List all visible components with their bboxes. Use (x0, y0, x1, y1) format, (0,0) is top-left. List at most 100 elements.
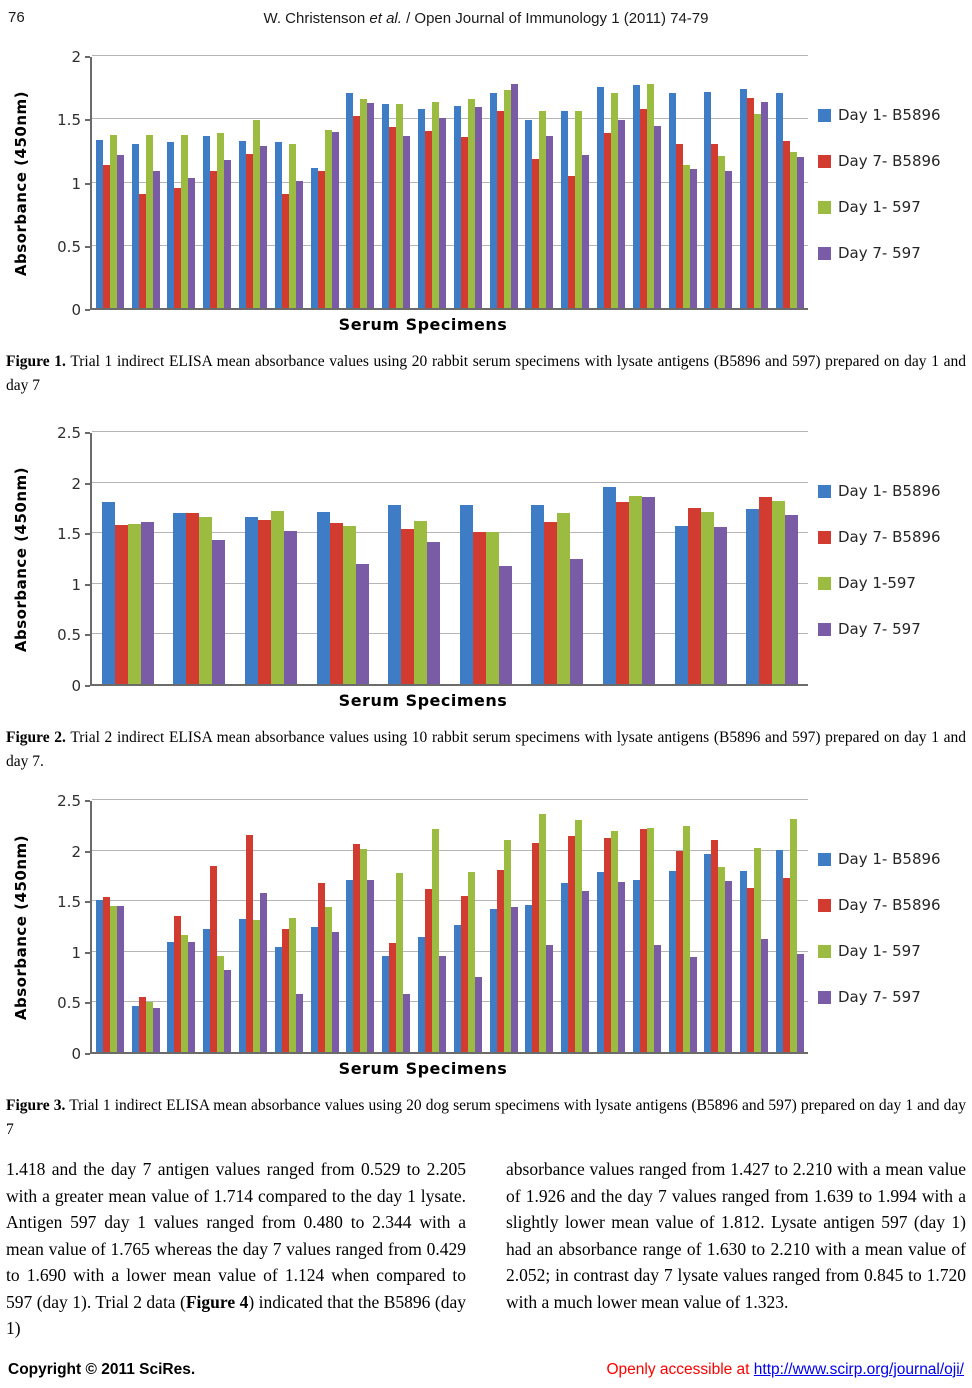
bar (186, 513, 200, 684)
body-left-pre: 1.418 and the day 7 antigen values range… (6, 1159, 466, 1312)
bar (217, 956, 225, 1052)
figure1-plot-col: 0 0.5 1 1.5 2 Serum Specimens (38, 44, 808, 334)
bar (439, 118, 447, 308)
figure2-x-axis-title: Serum Specimens (338, 691, 508, 710)
bar (188, 942, 196, 1052)
gridline (92, 431, 808, 432)
running-head-etal: et al. (369, 10, 402, 27)
bar (127, 524, 141, 684)
bar (510, 907, 518, 1052)
bar (503, 840, 511, 1052)
legend-swatch-icon (818, 898, 831, 912)
bar (597, 87, 605, 308)
bar (704, 92, 712, 308)
figure2-caption: Figure 2. Trial 2 indirect ELISA mean ab… (6, 726, 966, 774)
legend-item: Day 7- B5896 (818, 528, 964, 546)
bar (167, 942, 175, 1052)
legend-item: Day 7- 597 (818, 988, 964, 1006)
legend-swatch-icon (818, 484, 831, 498)
bar (181, 935, 189, 1052)
bar (700, 512, 714, 684)
bar (346, 93, 354, 308)
bar (496, 111, 504, 308)
bar (718, 867, 726, 1052)
bar (646, 84, 654, 308)
figure1-chart: Absorbance (450nm) 0 0.5 1 1.5 2 Serum Speci… (4, 44, 972, 334)
bar (711, 840, 719, 1052)
y-tick-mark (85, 56, 90, 58)
legend-label: Day 1-597 (838, 574, 916, 592)
legend-label: Day 7- 597 (838, 244, 921, 262)
bar (116, 155, 124, 308)
bar (403, 136, 411, 308)
bar-group (674, 508, 727, 684)
bar-group (597, 87, 626, 308)
bar (557, 513, 571, 684)
gridline (92, 244, 808, 246)
legend-swatch-icon (818, 944, 831, 958)
bar (639, 829, 647, 1052)
bar (646, 828, 654, 1052)
gridline (92, 1001, 808, 1003)
bar-group (459, 505, 512, 684)
bar (295, 994, 303, 1052)
bar-group (561, 820, 590, 1052)
bar-group (453, 872, 482, 1052)
legend-item: Day 1- 597 (818, 198, 964, 216)
bar-group (525, 111, 554, 308)
bar (102, 165, 110, 308)
legend-swatch-icon (818, 154, 831, 168)
bar (316, 512, 330, 684)
journal-url-link[interactable]: http://www.scirp.org/journal/oji/ (753, 1361, 964, 1378)
y-tick-label: 1 (71, 575, 81, 594)
bar-group (776, 93, 805, 308)
bar-group (525, 814, 554, 1052)
y-tick-mark (85, 685, 90, 687)
bar (324, 907, 332, 1052)
bar (761, 939, 769, 1052)
running-head: W. Christenson et al. / Open Journal of … (8, 10, 964, 27)
legend-label: Day 1- B5896 (838, 106, 941, 124)
bar (396, 104, 404, 308)
bar (432, 829, 440, 1052)
bar (199, 517, 213, 684)
bar-group (704, 92, 733, 308)
bar (101, 502, 115, 684)
y-tick-mark (85, 850, 90, 853)
bar-group (740, 89, 769, 308)
bar (460, 896, 468, 1052)
copyright-notice: Copyright © 2011 SciRes. (8, 1361, 196, 1378)
bar (253, 120, 261, 308)
bar (418, 937, 426, 1052)
bar (797, 157, 805, 308)
bar (759, 497, 773, 684)
bar (790, 819, 798, 1052)
bars-layer (92, 801, 808, 1052)
y-tick-mark (85, 1053, 90, 1055)
bar (140, 522, 154, 684)
figure1-x-axis-title: Serum Specimens (338, 315, 508, 334)
legend-label: Day 7- 597 (838, 988, 921, 1006)
bar (544, 522, 558, 684)
bar (531, 505, 545, 684)
bar (754, 114, 762, 308)
bar (790, 152, 798, 308)
bar (675, 144, 683, 308)
legend-label: Day 1- 597 (838, 942, 921, 960)
figure3-y-axis-title-col: Absorbance (450nm) (4, 788, 38, 1068)
figure1-y-axis: 0 0.5 1 1.5 2 (38, 48, 90, 319)
bar (389, 943, 397, 1052)
gridline (92, 481, 808, 483)
bar-group (310, 883, 339, 1052)
legend-label: Day 7- 597 (838, 620, 921, 638)
y-tick-mark (85, 482, 90, 485)
bar-group (531, 505, 584, 684)
bar (324, 130, 332, 308)
bar-group (776, 819, 805, 1052)
bar (210, 171, 218, 308)
gridline (92, 532, 808, 534)
body-text: 1.418 and the day 7 antigen values range… (6, 1156, 966, 1342)
bar (498, 566, 512, 684)
bar-group (388, 505, 441, 684)
y-tick-label: 1 (71, 174, 81, 193)
